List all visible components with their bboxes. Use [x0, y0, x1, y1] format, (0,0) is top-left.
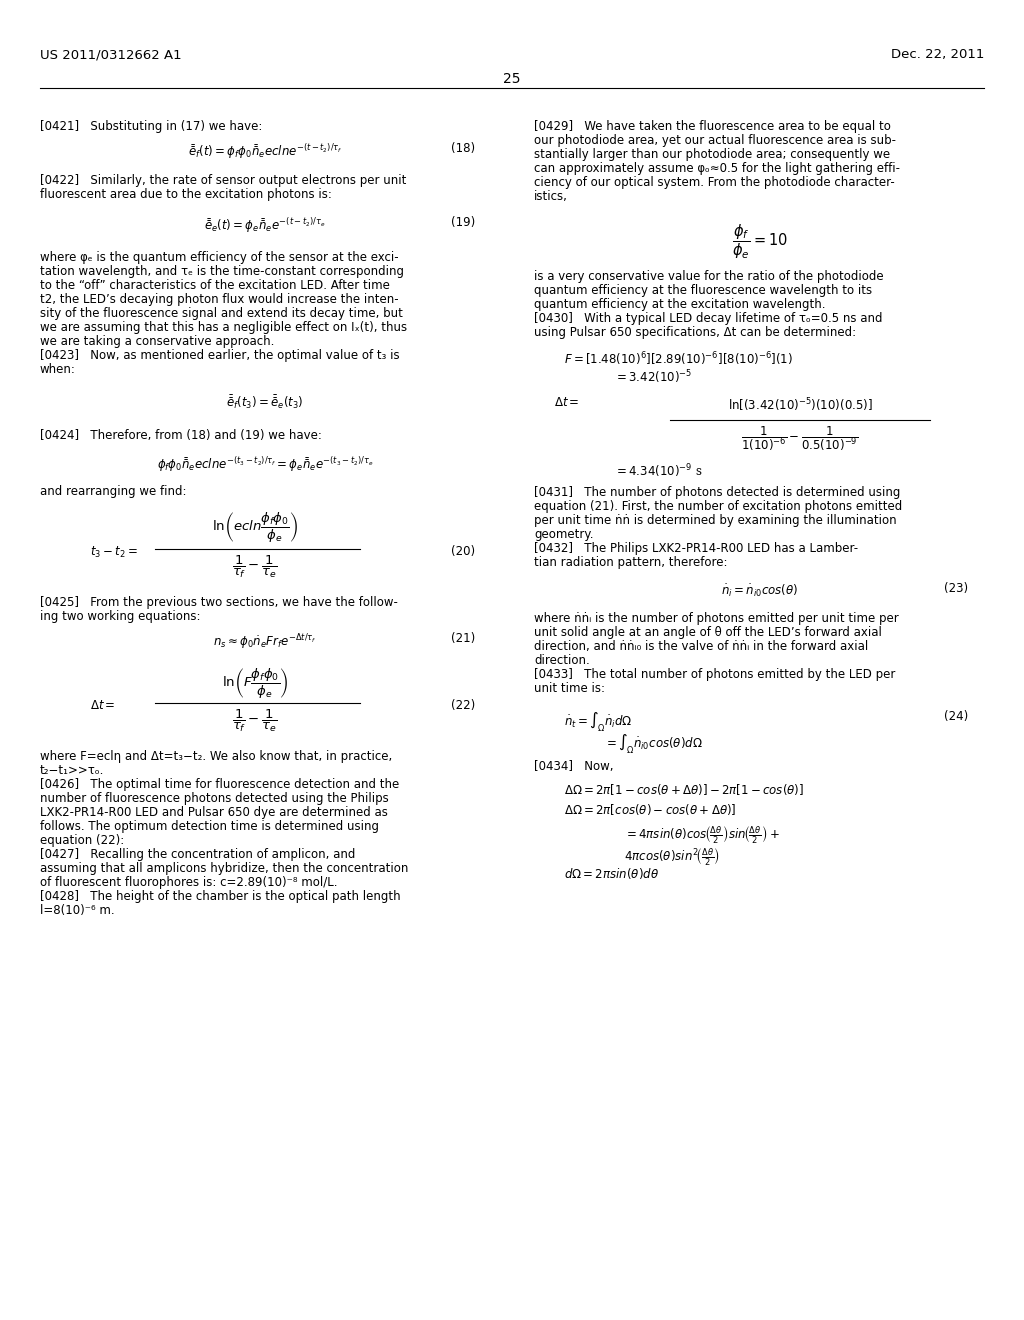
Text: $= 3.42(10)^{-5}$: $= 3.42(10)^{-5}$ [614, 368, 692, 385]
Text: $F = [1.48(10)^6][2.89(10)^{-6}][8(10)^{-6}](1)$: $F = [1.48(10)^6][2.89(10)^{-6}][8(10)^{… [564, 350, 793, 367]
Text: where F=eclη and Δt=t₃−t₂. We also know that, in practice,: where F=eclη and Δt=t₃−t₂. We also know … [40, 750, 392, 763]
Text: [0430]   With a typical LED decay lifetime of τₒ=0.5 ns and: [0430] With a typical LED decay lifetime… [534, 312, 883, 325]
Text: [0425]   From the previous two sections, we have the follow-: [0425] From the previous two sections, w… [40, 597, 398, 609]
Text: we are taking a conservative approach.: we are taking a conservative approach. [40, 335, 274, 348]
Text: (22): (22) [451, 700, 475, 711]
Text: $\ln\!\left(ecln\dfrac{\phi_f\phi_0}{\phi_e}\right)$: $\ln\!\left(ecln\dfrac{\phi_f\phi_0}{\ph… [212, 511, 298, 545]
Text: $\bar{\bar{e}}_f(t_3) = \bar{\bar{e}}_e(t_3)$: $\bar{\bar{e}}_f(t_3) = \bar{\bar{e}}_e(… [226, 393, 304, 411]
Text: $= \int_\Omega \dot{n}_{i0}cos(\theta)d\Omega$: $= \int_\Omega \dot{n}_{i0}cos(\theta)d\… [604, 733, 702, 756]
Text: $\Delta t = $: $\Delta t = $ [554, 396, 580, 409]
Text: (24): (24) [944, 710, 968, 723]
Text: US 2011/0312662 A1: US 2011/0312662 A1 [40, 48, 181, 61]
Text: tian radiation pattern, therefore:: tian radiation pattern, therefore: [534, 556, 727, 569]
Text: [0422]   Similarly, the rate of sensor output electrons per unit: [0422] Similarly, the rate of sensor out… [40, 174, 407, 187]
Text: to the “off” characteristics of the excitation LED. After time: to the “off” characteristics of the exci… [40, 279, 390, 292]
Text: t₂−t₁>>τₒ.: t₂−t₁>>τₒ. [40, 764, 104, 777]
Text: l=8(10)⁻⁶ m.: l=8(10)⁻⁶ m. [40, 904, 115, 917]
Text: $\ln[(3.42(10)^{-5})(10)(0.5)]$: $\ln[(3.42(10)^{-5})(10)(0.5)]$ [727, 396, 872, 413]
Text: equation (21). First, the number of excitation photons emitted: equation (21). First, the number of exci… [534, 500, 902, 513]
Text: $\dot{n}_t = \int_\Omega \dot{n}_i d\Omega$: $\dot{n}_t = \int_\Omega \dot{n}_i d\Ome… [564, 710, 633, 734]
Text: ing two working equations:: ing two working equations: [40, 610, 201, 623]
Text: fluorescent area due to the excitation photons is:: fluorescent area due to the excitation p… [40, 187, 332, 201]
Text: direction.: direction. [534, 653, 590, 667]
Text: $d\Omega = 2\pi sin(\theta)d\theta$: $d\Omega = 2\pi sin(\theta)d\theta$ [564, 866, 659, 880]
Text: $\ln\!\left(F\dfrac{\phi_f\phi_0}{\phi_e}\right)$: $\ln\!\left(F\dfrac{\phi_f\phi_0}{\phi_e… [222, 667, 289, 701]
Text: $n_s\approx\phi_0\dot{n}_eFr_fe^{-\Delta t/\tau_f}$: $n_s\approx\phi_0\dot{n}_eFr_fe^{-\Delta… [213, 632, 316, 652]
Text: t2, the LED’s decaying photon flux would increase the inten-: t2, the LED’s decaying photon flux would… [40, 293, 398, 306]
Text: [0429]   We have taken the fluorescence area to be equal to: [0429] We have taken the fluorescence ar… [534, 120, 891, 133]
Text: follows. The optimum detection time is determined using: follows. The optimum detection time is d… [40, 820, 379, 833]
Text: $\Delta t = $: $\Delta t = $ [90, 700, 116, 711]
Text: [0427]   Recalling the concentration of amplicon, and: [0427] Recalling the concentration of am… [40, 847, 355, 861]
Text: direction, and ṅṅᵢ₀ is the valve of ṅṅᵢ in the forward axial: direction, and ṅṅᵢ₀ is the valve of ṅṅᵢ … [534, 640, 868, 653]
Text: [0432]   The Philips LXK2-PR14-R00 LED has a Lamber-: [0432] The Philips LXK2-PR14-R00 LED has… [534, 543, 858, 554]
Text: our photodiode area, yet our actual fluorescence area is sub-: our photodiode area, yet our actual fluo… [534, 135, 896, 147]
Text: [0431]   The number of photons detected is determined using: [0431] The number of photons detected is… [534, 486, 900, 499]
Text: quantum efficiency at the excitation wavelength.: quantum efficiency at the excitation wav… [534, 298, 825, 312]
Text: $= 4\pi sin(\theta)cos\!\left(\frac{\Delta\theta}{2}\right)sin\!\left(\frac{\Del: $= 4\pi sin(\theta)cos\!\left(\frac{\Del… [624, 824, 780, 845]
Text: of fluorescent fluorophores is: c=2.89(10)⁻⁸ mol/L.: of fluorescent fluorophores is: c=2.89(1… [40, 876, 338, 888]
Text: $\bar{\bar{e}}_f(t) = \phi_f\phi_0\bar{\bar{n}}_eecln e^{-(t-t_2)/\tau_f}$: $\bar{\bar{e}}_f(t) = \phi_f\phi_0\bar{\… [187, 143, 342, 161]
Text: $\dfrac{1}{1(10)^{-6}} - \dfrac{1}{0.5(10)^{-9}}$: $\dfrac{1}{1(10)^{-6}} - \dfrac{1}{0.5(1… [741, 424, 859, 453]
Text: per unit time ṅṅ is determined by examining the illumination: per unit time ṅṅ is determined by examin… [534, 513, 897, 527]
Text: using Pulsar 650 specifications, Δt can be determined:: using Pulsar 650 specifications, Δt can … [534, 326, 856, 339]
Text: $\bar{\bar{e}}_e(t) = \phi_e\bar{\bar{n}}_e e^{-(t-t_2)/\tau_e}$: $\bar{\bar{e}}_e(t) = \phi_e\bar{\bar{n}… [204, 216, 326, 235]
Text: unit solid angle at an angle of θ off the LED’s forward axial: unit solid angle at an angle of θ off th… [534, 626, 882, 639]
Text: (18): (18) [451, 143, 475, 154]
Text: $\Delta\Omega = 2\pi[1-cos(\theta+\Delta\theta)] - 2\pi[1-cos(\theta)]$: $\Delta\Omega = 2\pi[1-cos(\theta+\Delta… [564, 781, 804, 797]
Text: unit time is:: unit time is: [534, 682, 605, 696]
Text: ciency of our optical system. From the photodiode character-: ciency of our optical system. From the p… [534, 176, 895, 189]
Text: istics,: istics, [534, 190, 568, 203]
Text: 25: 25 [503, 73, 521, 86]
Text: number of fluorescence photons detected using the Philips: number of fluorescence photons detected … [40, 792, 389, 805]
Text: sity of the fluorescence signal and extend its decay time, but: sity of the fluorescence signal and exte… [40, 308, 402, 319]
Text: $\dfrac{1}{\tau_f} - \dfrac{1}{\tau_e}$: $\dfrac{1}{\tau_f} - \dfrac{1}{\tau_e}$ [232, 554, 278, 581]
Text: $\dot{n}_i = \dot{n}_{i0}cos(\theta)$: $\dot{n}_i = \dot{n}_{i0}cos(\theta)$ [721, 582, 799, 598]
Text: $\Delta\Omega = 2\pi[cos(\theta)-cos(\theta+\Delta\theta)]$: $\Delta\Omega = 2\pi[cos(\theta)-cos(\th… [564, 803, 736, 817]
Text: stantially larger than our photodiode area; consequently we: stantially larger than our photodiode ar… [534, 148, 890, 161]
Text: [0423]   Now, as mentioned earlier, the optimal value of t₃ is: [0423] Now, as mentioned earlier, the op… [40, 348, 399, 362]
Text: where φₑ is the quantum efficiency of the sensor at the exci-: where φₑ is the quantum efficiency of th… [40, 251, 398, 264]
Text: when:: when: [40, 363, 76, 376]
Text: assuming that all amplicons hybridize, then the concentration: assuming that all amplicons hybridize, t… [40, 862, 409, 875]
Text: geometry.: geometry. [534, 528, 594, 541]
Text: (19): (19) [451, 216, 475, 228]
Text: we are assuming that this has a negligible effect on Iₓ(t), thus: we are assuming that this has a negligib… [40, 321, 408, 334]
Text: [0433]   The total number of photons emitted by the LED per: [0433] The total number of photons emitt… [534, 668, 895, 681]
Text: $t_3-t_2 = $: $t_3-t_2 = $ [90, 545, 137, 560]
Text: (21): (21) [451, 632, 475, 645]
Text: where ṅṅᵢ is the number of photons emitted per unit time per: where ṅṅᵢ is the number of photons emitt… [534, 612, 899, 624]
Text: [0426]   The optimal time for fluorescence detection and the: [0426] The optimal time for fluorescence… [40, 777, 399, 791]
Text: LXK2-PR14-R00 LED and Pulsar 650 dye are determined as: LXK2-PR14-R00 LED and Pulsar 650 dye are… [40, 807, 388, 818]
Text: equation (22):: equation (22): [40, 834, 124, 847]
Text: is a very conservative value for the ratio of the photodiode: is a very conservative value for the rat… [534, 271, 884, 282]
Text: can approximately assume φₒ≈0.5 for the light gathering effi-: can approximately assume φₒ≈0.5 for the … [534, 162, 900, 176]
Text: tation wavelength, and τₑ is the time-constant corresponding: tation wavelength, and τₑ is the time-co… [40, 265, 404, 279]
Text: (20): (20) [451, 545, 475, 558]
Text: and rearranging we find:: and rearranging we find: [40, 484, 186, 498]
Text: quantum efficiency at the fluorescence wavelength to its: quantum efficiency at the fluorescence w… [534, 284, 872, 297]
Text: Dec. 22, 2011: Dec. 22, 2011 [891, 48, 984, 61]
Text: $\phi_f\phi_0\bar{\bar{n}}_eecln e^{-(t_3-t_2)/\tau_f} = \phi_e\bar{\bar{n}}_e e: $\phi_f\phi_0\bar{\bar{n}}_eecln e^{-(t_… [157, 455, 374, 474]
Text: $4\pi cos(\theta)sin^2\!\left(\frac{\Delta\theta}{2}\right)$: $4\pi cos(\theta)sin^2\!\left(\frac{\Del… [624, 846, 720, 867]
Text: $= 4.34(10)^{-9}$ s: $= 4.34(10)^{-9}$ s [614, 462, 702, 479]
Text: [0428]   The height of the chamber is the optical path length: [0428] The height of the chamber is the … [40, 890, 400, 903]
Text: $\dfrac{1}{\tau_f} - \dfrac{1}{\tau_e}$: $\dfrac{1}{\tau_f} - \dfrac{1}{\tau_e}$ [232, 708, 278, 734]
Text: (23): (23) [944, 582, 968, 595]
Text: [0421]   Substituting in (17) we have:: [0421] Substituting in (17) we have: [40, 120, 262, 133]
Text: [0434]   Now,: [0434] Now, [534, 760, 613, 774]
Text: $\dfrac{\phi_f}{\phi_e} = 10$: $\dfrac{\phi_f}{\phi_e} = 10$ [732, 222, 787, 260]
Text: [0424]   Therefore, from (18) and (19) we have:: [0424] Therefore, from (18) and (19) we … [40, 429, 322, 442]
